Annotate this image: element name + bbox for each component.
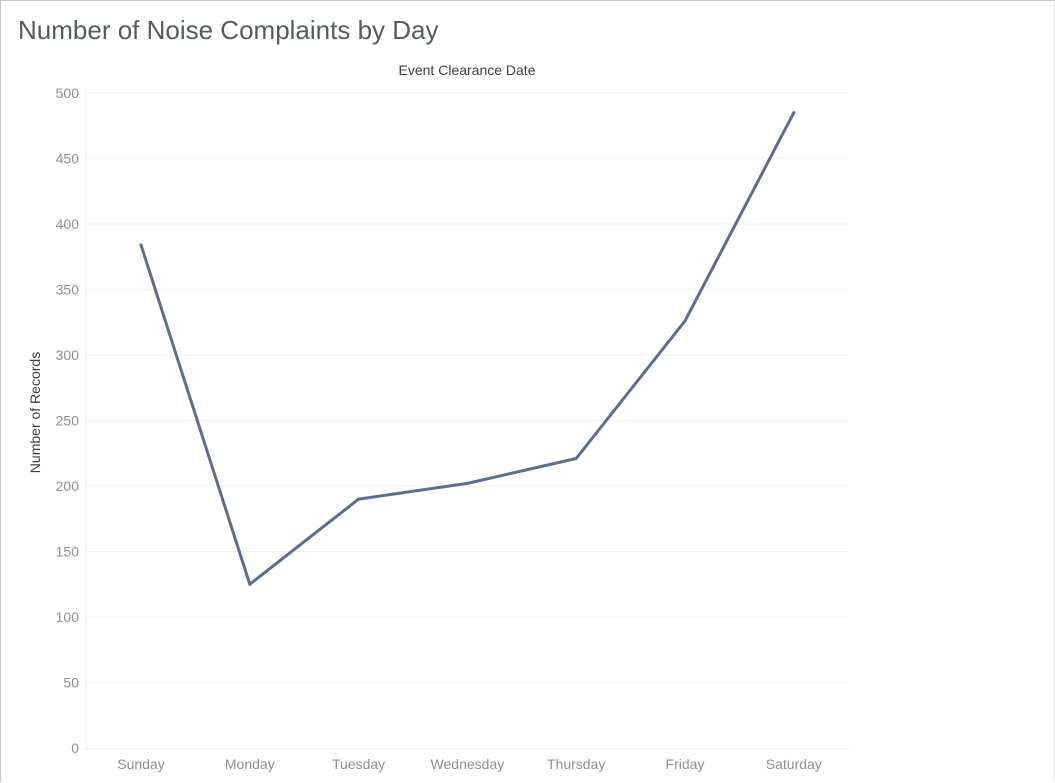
y-tick-label: 300 <box>56 347 80 363</box>
series-line <box>139 111 796 586</box>
x-tick-label: Tuesday <box>332 756 385 772</box>
column-header: Event Clearance Date <box>399 62 536 78</box>
y-tick-label: 450 <box>56 151 80 167</box>
x-tick-label: Sunday <box>117 756 164 772</box>
x-tick-label: Monday <box>225 756 275 772</box>
y-tick-label: 500 <box>56 85 80 101</box>
x-tick-label: Wednesday <box>431 756 505 772</box>
data-point <box>683 319 687 323</box>
x-tick-label: Thursday <box>547 756 605 772</box>
y-tick-label: 50 <box>63 675 79 691</box>
x-tick-label: Friday <box>666 756 705 772</box>
y-tick-label: 0 <box>71 740 79 756</box>
data-point <box>574 456 578 460</box>
y-tick-label: 100 <box>56 609 80 625</box>
data-point <box>139 243 143 247</box>
data-point <box>248 582 252 586</box>
data-point <box>465 481 469 485</box>
y-axis-label: Number of Records <box>27 352 43 473</box>
y-tick-label: 150 <box>56 544 80 560</box>
y-tick-label: 350 <box>56 282 80 298</box>
data-point <box>792 111 796 115</box>
sheet-title: Number of Noise Complaints by Day <box>18 15 439 45</box>
x-tick-label: Saturday <box>766 756 822 772</box>
y-tick-label: 250 <box>56 413 80 429</box>
data-point <box>357 497 361 501</box>
y-tick-label: 200 <box>56 478 80 494</box>
y-tick-label: 400 <box>56 216 80 232</box>
